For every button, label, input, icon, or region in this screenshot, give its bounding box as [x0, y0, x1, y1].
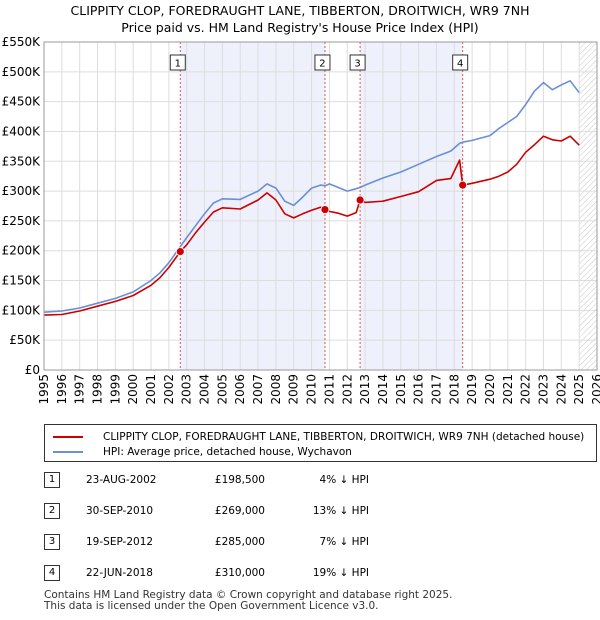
legend-swatch-property [53, 436, 83, 438]
series-line-hpi [44, 80, 580, 313]
footer-line-copyright: Contains HM Land Registry data © Crown c… [44, 589, 453, 601]
x-tick-label: 2007 [251, 374, 265, 405]
x-tick-label: 1998 [91, 374, 105, 405]
transaction-hpi-diff: 19% ↓ HPI [312, 567, 369, 579]
legend: CLIPPITY CLOP, FOREDRAUGHT LANE, TIBBERT… [44, 424, 597, 462]
x-tick-label: 2005 [215, 374, 229, 405]
y-tick-label: £300K [2, 184, 42, 198]
x-tick-label: 2009 [287, 374, 301, 405]
transaction-point [458, 180, 468, 190]
x-tick-label: 2014 [376, 374, 390, 405]
transaction-date: 30-SEP-2010 [86, 505, 154, 517]
y-tick-label: £100K [2, 303, 42, 317]
x-tick-label: 2004 [198, 374, 212, 405]
legend-label-property: CLIPPITY CLOP, FOREDRAUGHT LANE, TIBBERT… [103, 431, 585, 443]
transaction-date: 19-SEP-2012 [86, 536, 154, 548]
transaction-hpi-diff: 4% ↓ HPI [319, 474, 369, 486]
forecast-hatch [579, 42, 597, 370]
x-tick-label: 2023 [536, 374, 550, 405]
x-tick-label: 2018 [447, 374, 461, 405]
transaction-number-badge: 4 [44, 565, 60, 581]
shaded-period [180, 42, 325, 370]
footer-attribution: Contains HM Land Registry data © Crown c… [44, 590, 452, 612]
transaction-hpi-diff: 13% ↓ HPI [312, 505, 369, 517]
table-row: 2 30-SEP-2010 £269,000 13% ↓ HPI [44, 503, 600, 519]
transaction-label-number: 2 [319, 59, 325, 70]
x-tick-label: 2026 [590, 374, 600, 405]
y-tick-label: £350K [2, 154, 42, 168]
legend-swatch-hpi [53, 451, 83, 453]
transaction-price: £310,000 [214, 567, 265, 579]
transaction-label-box [169, 54, 186, 71]
x-tick-label: 2012 [340, 374, 354, 405]
table-row: 3 19-SEP-2012 £285,000 7% ↓ HPI [44, 534, 600, 550]
x-tick-label: 2006 [233, 374, 247, 405]
plot-frame [43, 41, 598, 371]
x-tick-label: 2001 [144, 374, 158, 405]
transaction-point [355, 195, 365, 205]
x-tick-label: 1999 [108, 374, 122, 405]
transaction-hpi-diff: 7% ↓ HPI [319, 536, 369, 548]
y-tick-label: £150K [2, 274, 42, 288]
y-tick-label: £50K [9, 333, 41, 347]
footer-line-licence: This data is licensed under the Open Gov… [44, 600, 379, 612]
shaded-period [360, 42, 463, 370]
x-tick-label: 2025 [572, 374, 586, 405]
y-tick-label: £400K [2, 124, 42, 138]
y-tick-label: £0 [25, 363, 40, 377]
transaction-price: £269,000 [214, 505, 265, 517]
transaction-date: 22-JUN-2018 [86, 567, 153, 579]
x-tick-label: 2021 [501, 374, 515, 405]
transaction-date: 23-AUG-2002 [86, 474, 157, 486]
legend-item-hpi: HPI: Average price, detached house, Wych… [53, 445, 352, 459]
x-tick-label: 2019 [465, 374, 479, 405]
transaction-label-box [349, 54, 366, 71]
transaction-price: £198,500 [214, 474, 265, 486]
transaction-point [320, 205, 330, 214]
y-tick-label: £250K [2, 214, 42, 228]
x-tick-label: 2013 [358, 374, 372, 405]
table-row: 4 22-JUN-2018 £310,000 19% ↓ HPI [44, 565, 600, 581]
x-tick-label: 2020 [483, 374, 497, 405]
y-tick-label: £500K [2, 65, 42, 79]
x-tick-label: 2011 [322, 374, 336, 405]
transaction-number-badge: 3 [44, 534, 60, 550]
legend-label-hpi: HPI: Average price, detached house, Wych… [103, 446, 352, 458]
price-chart: 1 2 3 4 £0 £50K £100K £150K £200K £250K £300K £350… [2, 35, 600, 405]
y-tick-label: £450K [2, 95, 42, 109]
transaction-label-number: 1 [175, 59, 181, 70]
x-tick-label: 2024 [554, 374, 568, 405]
transaction-label-number: 4 [457, 59, 463, 70]
y-tick-label: £200K [2, 244, 42, 258]
x-tick-label: 2010 [305, 374, 319, 405]
transaction-label-number: 3 [354, 59, 360, 70]
legend-item-property: CLIPPITY CLOP, FOREDRAUGHT LANE, TIBBERT… [53, 430, 584, 444]
x-tick-label: 1996 [55, 374, 69, 405]
transaction-point [175, 247, 185, 257]
x-tick-label: 1997 [73, 374, 87, 405]
transaction-number-badge: 2 [44, 503, 60, 519]
x-tick-label: 1995 [37, 374, 51, 405]
x-tick-label: 2017 [429, 374, 443, 405]
x-tick-label: 2016 [412, 374, 426, 405]
transaction-label-box [314, 54, 331, 71]
chart-title-line-1: CLIPPITY CLOP, FOREDRAUGHT LANE, TIBBERT… [70, 3, 530, 18]
x-tick-label: 2022 [519, 374, 533, 405]
x-tick-label: 2002 [162, 374, 176, 405]
y-tick-label: £550K [2, 35, 42, 49]
x-tick-label: 2003 [180, 374, 194, 405]
chart-title-line-2: Price paid vs. HM Land Registry's House … [121, 20, 479, 35]
x-tick-label: 2015 [394, 374, 408, 405]
transaction-price: £285,000 [214, 536, 265, 548]
transaction-number-badge: 1 [44, 472, 60, 488]
x-tick-label: 2000 [126, 374, 140, 405]
x-tick-label: 2008 [269, 374, 283, 405]
table-row: 1 23-AUG-2002 £198,500 4% ↓ HPI [44, 472, 600, 488]
transaction-label-box [452, 54, 469, 71]
